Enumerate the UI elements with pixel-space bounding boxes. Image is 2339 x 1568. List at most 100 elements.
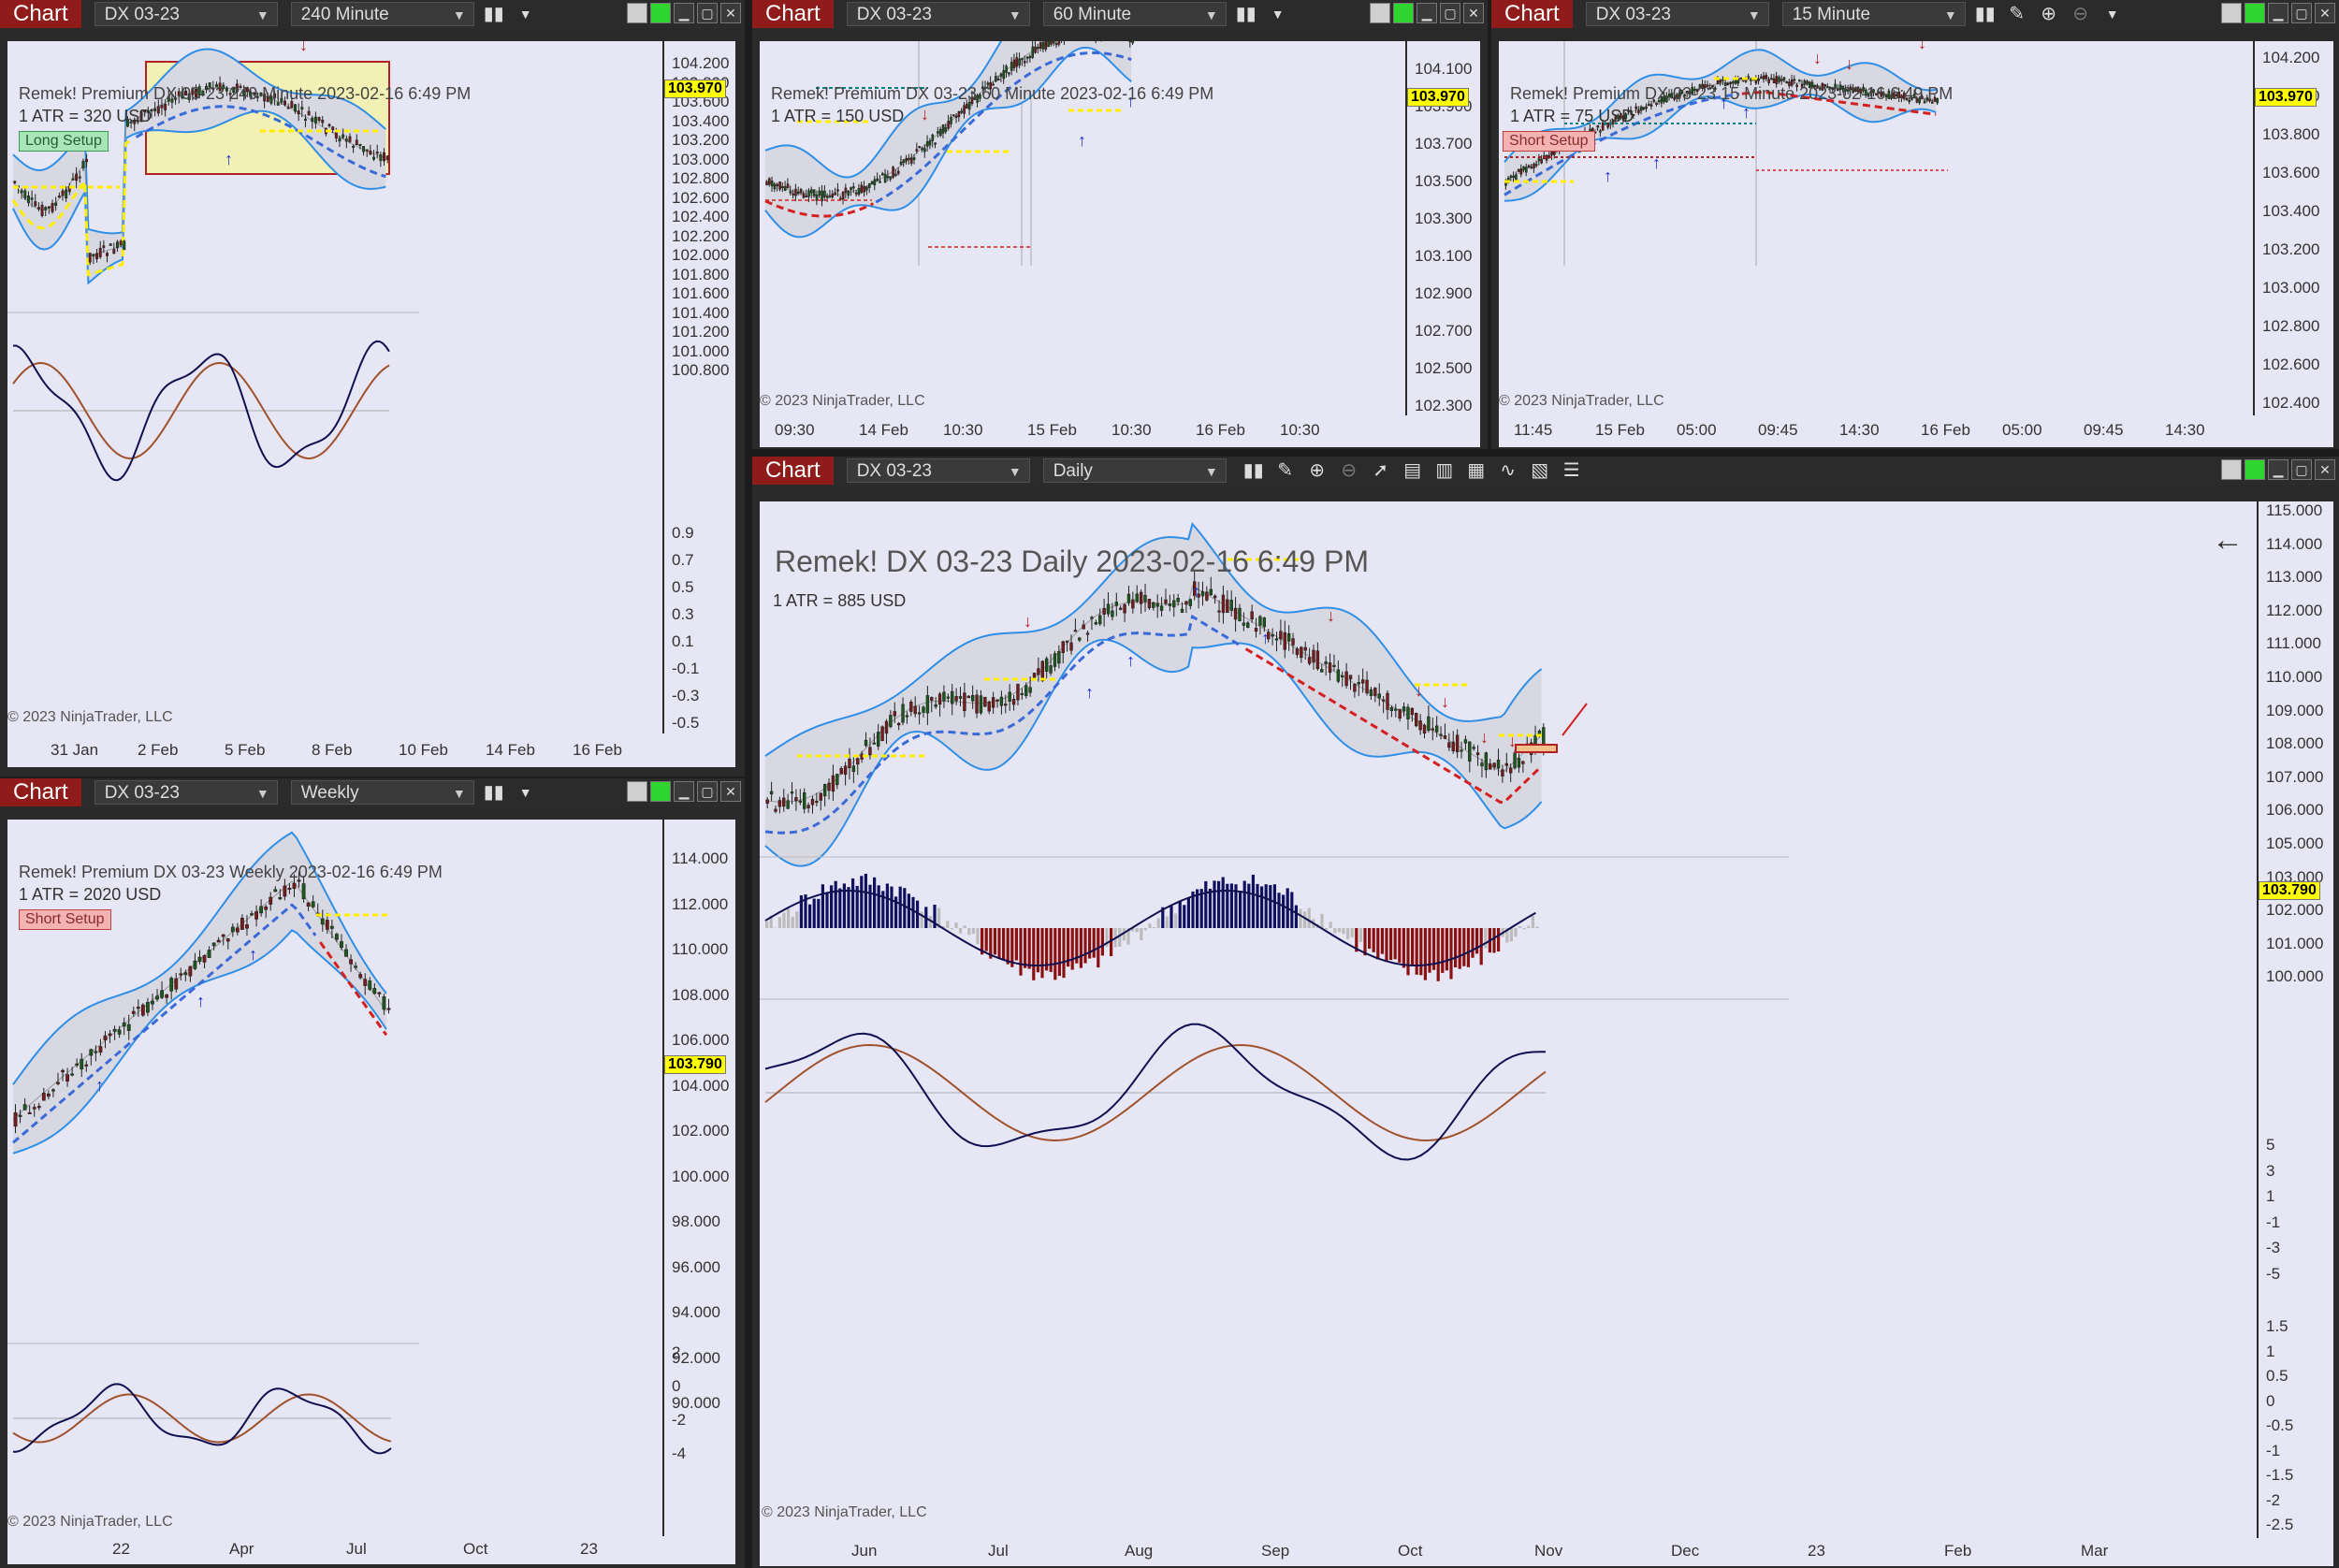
bar-chart-icon[interactable]: ▮▮ [1242, 460, 1264, 481]
signal-line [12, 362, 390, 460]
zoom-in-icon[interactable]: ⊕ [1309, 460, 1326, 481]
chevron-down-icon[interactable]: ▼ [1271, 7, 1285, 22]
maximize-icon[interactable]: ▢ [2291, 459, 2312, 480]
list-icon[interactable]: ☰ [1562, 460, 1580, 481]
chevron-down-icon[interactable]: ▼ [2105, 7, 2119, 22]
chart-panel[interactable]: ↑ ↑ ↑ ↑ ↓ ↓ ↓ Remek! Premium DX 03-23 15 Minut… [1499, 41, 2253, 415]
interval-selector[interactable]: 240 Minute ▼ [290, 2, 474, 26]
link-color-button[interactable] [627, 781, 647, 802]
chart-panel[interactable]: ↓ ↑ ↑ Remek! Premium DX 03-23 60 Minute 20… [760, 41, 1405, 415]
pencil-icon[interactable]: ✎ [2009, 4, 2026, 24]
maximize-icon[interactable]: ▢ [697, 781, 718, 802]
candle [294, 104, 297, 112]
candle [847, 190, 850, 196]
minimize-icon[interactable]: ▁ [674, 781, 694, 802]
band-lower-line [12, 109, 386, 285]
bar-chart-icon[interactable]: ▮▮ [483, 782, 504, 803]
link-green-button[interactable] [2245, 3, 2265, 23]
instrument-selector[interactable]: DX 03-23 ▼ [94, 2, 278, 26]
maximize-icon[interactable]: ▢ [2291, 3, 2312, 23]
chart-canvas[interactable]: ↑ ↑ ↑ [7, 820, 662, 1559]
interval-selector[interactable]: Weekly ▼ [290, 780, 474, 805]
histogram-bar [890, 886, 893, 928]
candle [925, 695, 930, 714]
properties-icon[interactable]: ▧ [1531, 460, 1549, 481]
chart-panel[interactable]: ↑ ↓ Remek! Premium DX 03-23 240 Minute 20… [7, 41, 662, 733]
time-tick: 8 Feb [312, 741, 353, 759]
chart-tab[interactable]: Chart [752, 0, 834, 28]
link-color-button[interactable] [2221, 459, 2242, 480]
close-icon[interactable]: ✕ [2315, 459, 2335, 480]
chevron-down-icon[interactable]: ▼ [518, 785, 532, 800]
strategy-icon[interactable]: ▦ [1467, 460, 1486, 481]
link-color-button[interactable] [2221, 3, 2242, 23]
price-axis[interactable]: 104.100103.900103.700103.500103.300103.1… [1407, 41, 1480, 415]
candle [1040, 661, 1044, 682]
zoom-out-icon[interactable]: ⊖ [1341, 460, 1358, 481]
price-axis[interactable]: 114.000 112.000 110.000 108.000 106.000 104.0… [664, 820, 735, 1559]
link-green-button[interactable] [1393, 3, 1414, 23]
interval-selector[interactable]: 60 Minute ▼ [1042, 2, 1227, 26]
minimize-icon[interactable]: ▁ [1416, 3, 1437, 23]
interval-selector[interactable]: 15 Minute ▼ [1781, 2, 1966, 26]
data-box-icon[interactable]: ▤ [1403, 460, 1422, 481]
link-green-button[interactable] [2245, 459, 2265, 480]
chart-canvas[interactable]: ↓ ↑ ↑ [760, 41, 1405, 415]
chart-canvas[interactable]: ↓ ↑ ↑ ↑ ↑ ↓ ↓ ↓ ↓ ↓ [760, 501, 2257, 1538]
link-color-button[interactable] [627, 3, 647, 23]
instrument-selector[interactable]: DX 03-23 ▼ [846, 2, 1030, 26]
time-axis[interactable]: Jun Jul Aug Sep Oct Nov Dec 23 Feb Mar [760, 1538, 2333, 1566]
link-green-button[interactable] [650, 3, 671, 23]
bar-chart-icon[interactable]: ▮▮ [1974, 4, 1996, 24]
chart-tab[interactable]: Chart [752, 457, 834, 485]
candle [1770, 78, 1773, 80]
bar-chart-icon[interactable]: ▮▮ [483, 4, 504, 24]
candle [1798, 80, 1801, 82]
close-icon[interactable]: ✕ [1463, 3, 1484, 23]
close-icon[interactable]: ✕ [2315, 3, 2335, 23]
time-axis[interactable]: 11:45 15 Feb 05:00 09:45 14:30 16 Feb 05:00 09:… [1499, 415, 2333, 447]
close-icon[interactable]: ✕ [720, 781, 741, 802]
interval-selector[interactable]: Daily ▼ [1042, 458, 1227, 483]
time-axis[interactable]: 31 Jan 2 Feb 5 Feb 8 Feb 10 Feb 14 Feb 16 Feb [7, 733, 735, 767]
link-color-button[interactable] [1370, 3, 1390, 23]
price-axis[interactable]: 104.200103.800103.600103.400103.200103.0… [664, 41, 735, 733]
chart-heading: Remek! Premium DX 03-23 Weekly 2023-02-1… [19, 863, 443, 881]
chart-tab[interactable]: Chart [0, 0, 81, 28]
chart-canvas[interactable]: ↑↓ [7, 41, 662, 733]
instrument-selector[interactable]: DX 03-23 ▼ [94, 780, 278, 805]
pointer-icon[interactable]: ➚ [1373, 460, 1389, 481]
zoom-out-icon[interactable]: ⊖ [2072, 4, 2089, 24]
maximize-icon[interactable]: ▢ [697, 3, 718, 23]
instrument-selector[interactable]: DX 03-23 ▼ [1585, 2, 1769, 26]
candle [143, 109, 147, 113]
template-icon[interactable]: ▥ [1435, 460, 1454, 481]
candle [1655, 102, 1658, 105]
histogram-bar [1153, 927, 1156, 928]
price-axis[interactable]: 104.200104.000103.800103.600103.400103.2… [2255, 41, 2333, 415]
chart-panel[interactable]: ↑ ↑ ↑ Remek! Premium DX 03-23 Weekly 2023-… [7, 820, 662, 1559]
link-green-button[interactable] [650, 781, 671, 802]
chart-panel[interactable]: ↓ ↑ ↑ ↑ ↑ ↓ ↓ ↓ ↓ ↓ Remek! DX 03-23 Daily 2023-02… [760, 501, 2257, 1538]
minimize-icon[interactable]: ▁ [2268, 3, 2288, 23]
close-icon[interactable]: ✕ [720, 3, 741, 23]
bar-chart-icon[interactable]: ▮▮ [1235, 4, 1257, 24]
pencil-icon[interactable]: ✎ [1277, 460, 1294, 481]
chart-canvas[interactable]: ↑ ↑ ↑ ↑ ↓ ↓ ↓ [1499, 41, 2253, 415]
instrument-selector[interactable]: DX 03-23 ▼ [846, 458, 1030, 483]
minimize-icon[interactable]: ▁ [674, 3, 694, 23]
chevron-down-icon[interactable]: ▼ [518, 7, 532, 22]
price-tick: 112.000 [2266, 601, 2323, 619]
candle [783, 186, 787, 192]
indicator-icon[interactable]: ∿ [1500, 460, 1517, 481]
chart-tab[interactable]: Chart [1491, 0, 1573, 28]
time-axis[interactable]: 22 Apr Jul Oct 23 [7, 1536, 735, 1564]
back-arrow-icon[interactable]: ← [2212, 522, 2244, 558]
zoom-in-icon[interactable]: ⊕ [2041, 4, 2057, 24]
time-axis[interactable]: 09:30 14 Feb 10:30 15 Feb 10:30 16 Feb 10:30 [760, 415, 1480, 447]
histogram-bar [1183, 905, 1186, 928]
minimize-icon[interactable]: ▁ [2268, 459, 2288, 480]
price-axis[interactable]: 115.000 114.000 113.000 112.000 111.000 110.0… [2259, 501, 2333, 1538]
maximize-icon[interactable]: ▢ [1440, 3, 1460, 23]
chart-tab[interactable]: Chart [0, 778, 81, 806]
